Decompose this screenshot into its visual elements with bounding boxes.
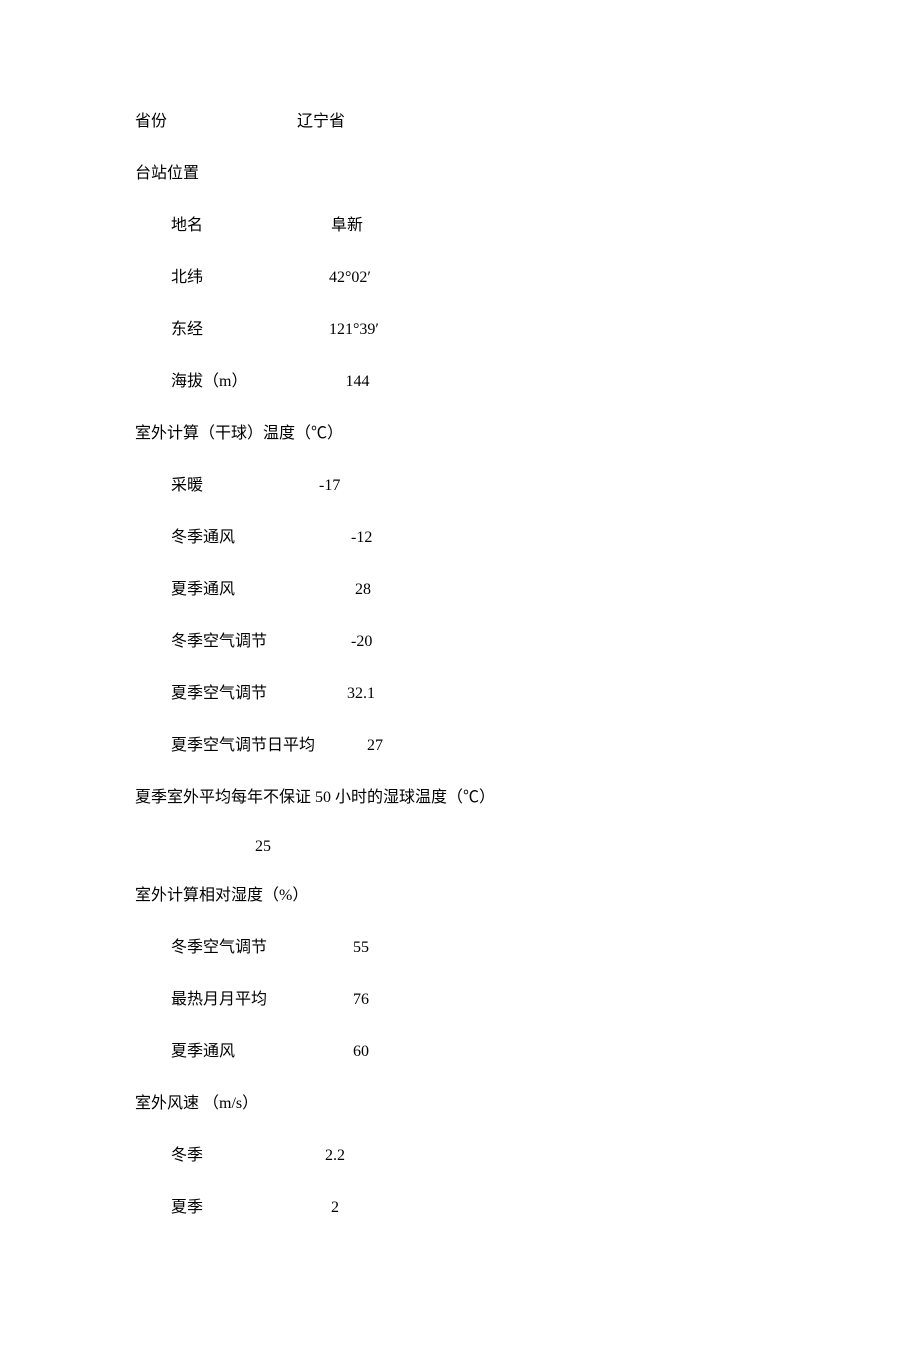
heating-row: 采暖 -17 bbox=[135, 474, 785, 498]
summer-ac-label: 夏季空气调节 bbox=[171, 682, 267, 706]
summer-ac-daily-avg-value: 27 bbox=[367, 734, 383, 758]
province-value: 辽宁省 bbox=[297, 110, 345, 134]
heating-label: 采暖 bbox=[171, 474, 203, 498]
latitude-value: 42°02′ bbox=[329, 266, 371, 290]
province-row: 省份 辽宁省 bbox=[135, 110, 785, 134]
place-name-label: 地名 bbox=[171, 214, 203, 238]
longitude-row: 东经 121°39′ bbox=[135, 318, 785, 342]
summer-ac-row: 夏季空气调节 32.1 bbox=[135, 682, 785, 706]
summer-ac-daily-avg-label: 夏季空气调节日平均 bbox=[171, 734, 315, 758]
humidity-winter-ac-label: 冬季空气调节 bbox=[171, 936, 267, 960]
longitude-label: 东经 bbox=[171, 318, 203, 342]
winter-ac-label: 冬季空气调节 bbox=[171, 630, 267, 654]
wind-summer-row: 夏季 2 bbox=[135, 1196, 785, 1220]
wet-bulb-value: 25 bbox=[255, 838, 785, 856]
humidity-winter-ac-row: 冬季空气调节 55 bbox=[135, 936, 785, 960]
winter-vent-value: -12 bbox=[351, 526, 372, 550]
humidity-hottest-month-row: 最热月月平均 76 bbox=[135, 988, 785, 1012]
wind-summer-label: 夏季 bbox=[171, 1196, 203, 1220]
humidity-header: 室外计算相对湿度（%） bbox=[135, 884, 785, 908]
summer-vent-value: 28 bbox=[355, 578, 371, 602]
summer-vent-row: 夏季通风 28 bbox=[135, 578, 785, 602]
humidity-summer-vent-value: 60 bbox=[353, 1040, 369, 1064]
humidity-winter-ac-value: 55 bbox=[353, 936, 369, 960]
heating-value: -17 bbox=[319, 474, 340, 498]
summer-ac-daily-avg-row: 夏季空气调节日平均 27 bbox=[135, 734, 785, 758]
wet-bulb-header: 夏季室外平均每年不保证 50 小时的湿球温度（℃） bbox=[135, 786, 785, 810]
wind-winter-label: 冬季 bbox=[171, 1144, 203, 1168]
altitude-label: 海拔（m） bbox=[171, 370, 247, 394]
wind-winter-row: 冬季 2.2 bbox=[135, 1144, 785, 1168]
outdoor-temp-header: 室外计算（干球）温度（℃） bbox=[135, 422, 785, 446]
altitude-row: 海拔（m） 144 bbox=[135, 370, 785, 394]
summer-vent-label: 夏季通风 bbox=[171, 578, 235, 602]
humidity-hottest-month-value: 76 bbox=[353, 988, 369, 1012]
longitude-value: 121°39′ bbox=[329, 318, 379, 342]
province-label: 省份 bbox=[135, 110, 167, 134]
summer-ac-value: 32.1 bbox=[347, 682, 375, 706]
winter-ac-value: -20 bbox=[351, 630, 372, 654]
winter-vent-label: 冬季通风 bbox=[171, 526, 235, 550]
place-name-value: 阜新 bbox=[331, 214, 363, 238]
altitude-value: 144 bbox=[345, 370, 369, 394]
humidity-summer-vent-label: 夏季通风 bbox=[171, 1040, 235, 1064]
humidity-summer-vent-row: 夏季通风 60 bbox=[135, 1040, 785, 1064]
station-header: 台站位置 bbox=[135, 162, 785, 186]
latitude-label: 北纬 bbox=[171, 266, 203, 290]
winter-ac-row: 冬季空气调节 -20 bbox=[135, 630, 785, 654]
humidity-hottest-month-label: 最热月月平均 bbox=[171, 988, 267, 1012]
wind-summer-value: 2 bbox=[331, 1196, 339, 1220]
place-name-row: 地名 阜新 bbox=[135, 214, 785, 238]
latitude-row: 北纬 42°02′ bbox=[135, 266, 785, 290]
wind-speed-header: 室外风速 （m/s） bbox=[135, 1092, 785, 1116]
winter-vent-row: 冬季通风 -12 bbox=[135, 526, 785, 550]
wind-winter-value: 2.2 bbox=[325, 1144, 345, 1168]
